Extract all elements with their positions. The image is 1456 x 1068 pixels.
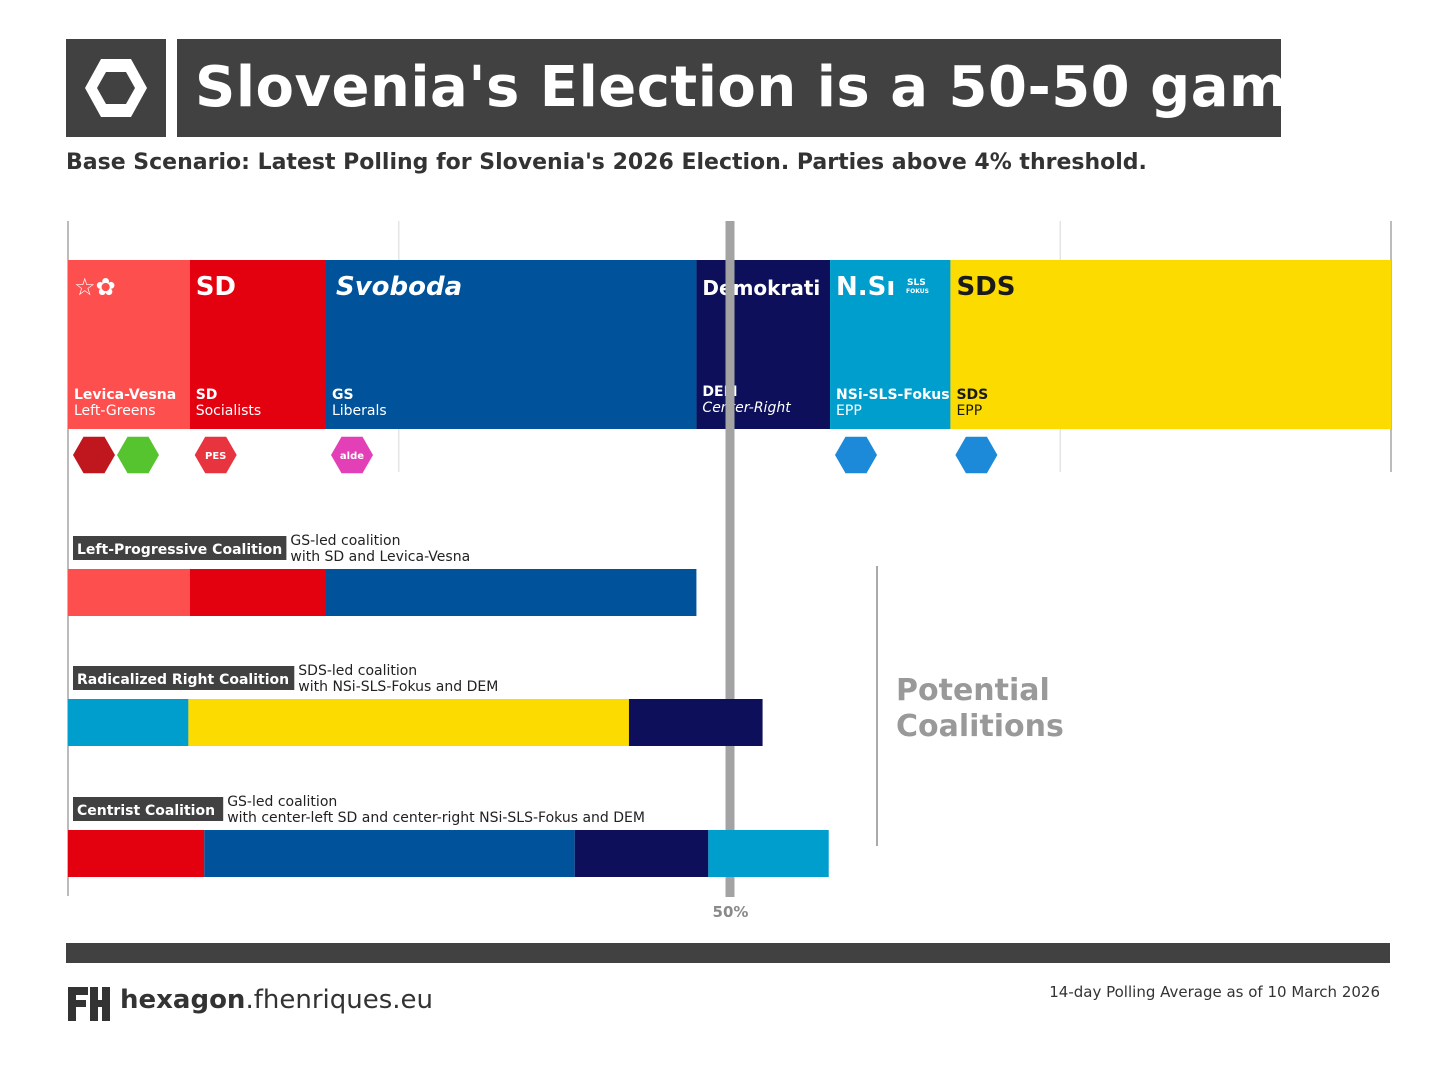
coalition-segment-dem [574,830,709,877]
coalition-segment-sds [188,699,629,746]
coalition-segment-gs [204,830,575,877]
party-family-lv: Left-Greens [74,403,156,419]
coalition-desc: with SD and Levica-Vesna [290,549,470,565]
party-family-nsi: EPP [836,403,862,419]
party-logo-nsi: N.Sı [836,272,895,302]
party-abbr-sds: SDS [956,387,988,403]
coalition-segment-nsi [708,830,829,877]
party-logo-sd: SD [196,272,236,302]
coalition-desc: GS-led coalition [290,533,400,549]
alde-icon: alde [331,436,373,474]
page-title: Slovenia's Election is a 50-50 game [177,39,1326,137]
coalition-desc: SDS-led coalition [298,663,417,679]
fifty-percent-label: 50% [713,903,749,921]
pes-icon: PES [194,436,237,474]
page-subtitle: Base Scenario: Latest Polling for Sloven… [66,150,1147,175]
party-family-sds: EPP [956,403,982,419]
alde-icon-label: alde [340,451,364,462]
coalition-segment-lv [68,569,190,616]
party-abbr-sd: SD [196,387,218,403]
coalition-segment-nsi [68,699,189,746]
brand-bold: hexagon [120,985,246,1015]
party-bar-gs [325,260,697,429]
party-family-sd: Socialists [196,403,261,419]
coalition-tag-label: Centrist Coalition [77,803,215,819]
fifty-percent-line [725,221,735,897]
party-logo-sub-nsi: FOKUS [906,288,929,295]
party-abbr-gs: GS [332,387,354,403]
coalition-desc: with NSi-SLS-Fokus and DEM [298,679,498,695]
coalition-tag [73,797,224,821]
coalition-desc: GS-led coalition [227,794,337,810]
coalition-1: Radicalized Right Coalition SDS-led coali… [68,663,763,746]
party-logo-lv: ☆✿ [74,273,116,301]
pes-icon-label: PES [205,451,226,462]
party-bar-sds [950,260,1391,429]
party-logo-dem: Demokrati [702,276,820,300]
polling-note: 14-day Polling Average as of 10 March 20… [1049,983,1380,1001]
coalition-tag [73,536,287,560]
hexagon-logo [66,39,166,137]
coalition-0: Left-Progressive Coalition GS-led coaliti… [68,533,697,616]
hexagon-icon [85,59,147,117]
european-left-icon [73,436,115,474]
coalition-chart: ☆✿Levica-VesnaLeft-GreensSDSDSocialistsP… [67,221,1392,921]
party-bar-lv [68,260,190,429]
european-greens-icon [117,436,159,474]
brand-name[interactable]: hexagon.fhenriques.eu [120,985,433,1015]
party-bar-sd [189,260,326,429]
party-logo-gs: Svoboda [336,272,462,302]
party-abbr-nsi: NSi-SLS-Fokus [836,387,950,403]
side-label: Potential [896,673,1050,708]
coalition-desc: with center-left SD and center-right NSi… [227,810,645,826]
coalition-tag-label: Radicalized Right Coalition [77,672,289,688]
coalition-tag [73,666,295,690]
epp-icon [955,436,998,474]
party-logo-sub-nsi: SLS [907,278,926,288]
footer-bar [66,943,1390,963]
party-abbr-lv: Levica-Vesna [74,387,176,403]
fh-brand-icon [68,987,110,1021]
party-bar-nsi [830,260,951,429]
coalition-segment-sd [68,830,205,877]
party-family-dem: Center-Right [702,400,791,416]
party-family-gs: Liberals [332,403,387,419]
side-label: Coalitions [896,709,1064,744]
party-logo-sds: SDS [956,272,1015,302]
brand-domain: .fhenriques.eu [245,985,434,1015]
coalition-segment-dem [628,699,763,746]
coalition-segment-gs [325,569,697,616]
party-bar-dem [696,260,831,429]
coalition-segment-sd [189,569,326,616]
epp-icon [835,436,877,474]
coalition-tag-label: Left-Progressive Coalition [77,542,282,558]
